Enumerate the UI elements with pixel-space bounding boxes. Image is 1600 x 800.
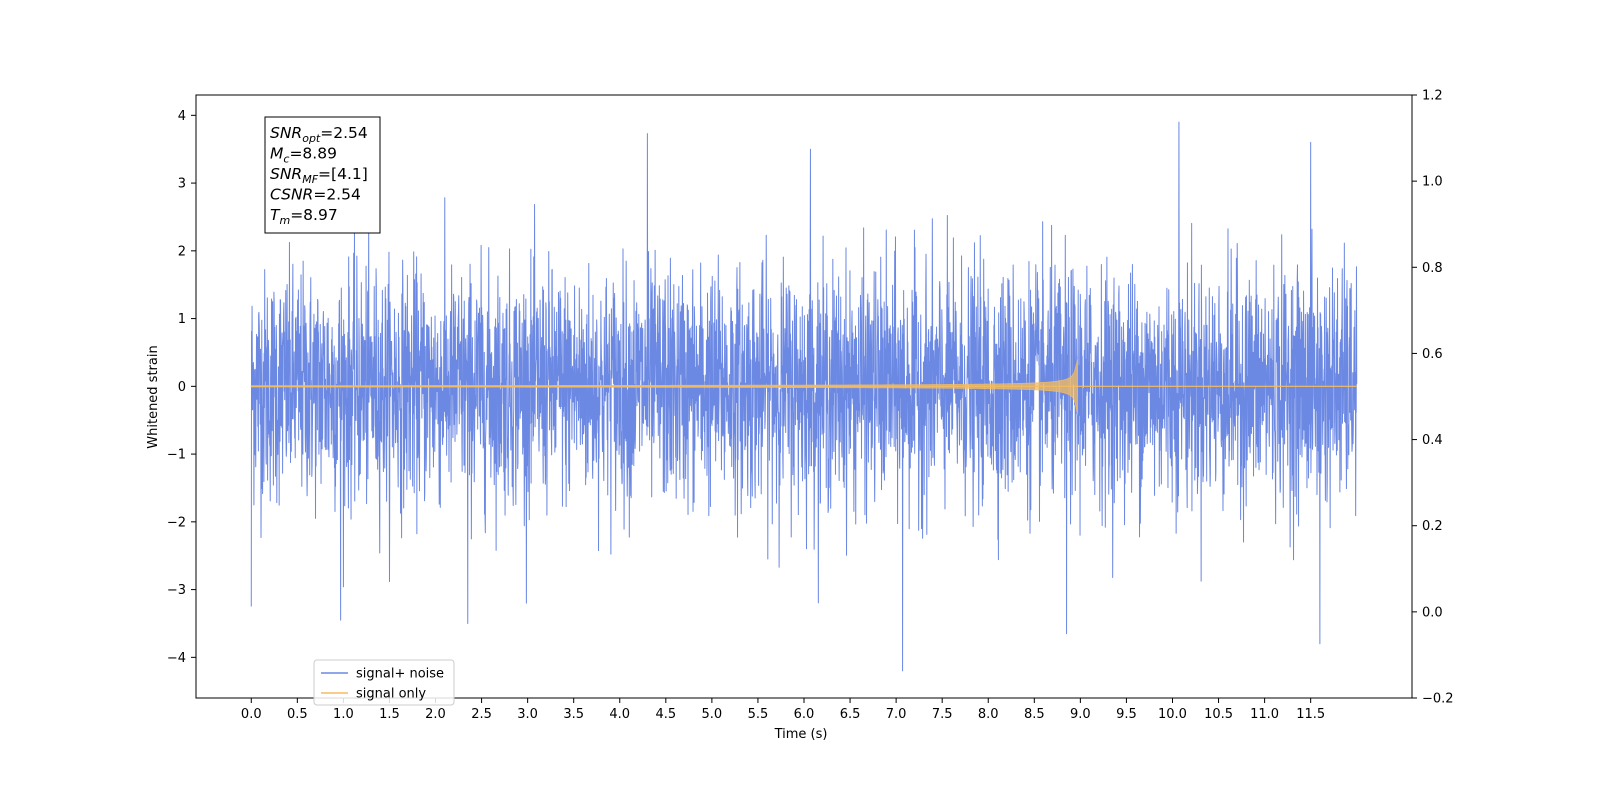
legend-entry-label: signal+ noise [356, 667, 444, 682]
x-tick-label: 0.0 [241, 707, 262, 722]
y-tick-label: 3 [178, 177, 186, 192]
y-tick-label: 4 [178, 109, 186, 124]
x-tick-label: 8.5 [1024, 707, 1045, 722]
y2-tick-label: 0.2 [1422, 519, 1443, 534]
y-tick-label: −3 [167, 583, 186, 598]
y-tick-label: −1 [167, 448, 186, 463]
x-tick-label: 3.0 [517, 707, 538, 722]
y-tick-label: 0 [178, 380, 186, 395]
legend-entry-label: signal only [356, 687, 426, 702]
x-tick-label: 6.5 [840, 707, 861, 722]
y-axis-label: Whitened strain [146, 345, 161, 448]
stats-annotation-line: SNRMF=[4.1] [270, 165, 368, 186]
y-tick-label: 1 [178, 312, 186, 327]
noise-series-line [250, 121, 1358, 672]
signal-chirp-envelope [250, 359, 1078, 415]
x-tick-label: 7.5 [932, 707, 953, 722]
x-tick-label: 6.0 [794, 707, 815, 722]
x-tick-label: 5.5 [748, 707, 769, 722]
y-axis-left: −4 −3 −2 −1 0 1 2 3 4 [167, 109, 196, 666]
x-tick-label: 1.5 [379, 707, 400, 722]
y2-tick-label: −0.2 [1422, 692, 1454, 707]
x-tick-label: 4.0 [609, 707, 630, 722]
noise-series-layer [250, 121, 1358, 672]
y2-tick-label: 0.6 [1422, 347, 1443, 362]
x-tick-label: 9.5 [1116, 707, 1137, 722]
y-tick-label: −4 [167, 651, 186, 666]
signal-series-layer [250, 359, 1357, 415]
y2-tick-label: 0.4 [1422, 433, 1443, 448]
stats-annotation-line: Mc=8.89 [270, 145, 337, 166]
y-axis-right: −0.2 0.0 0.2 0.4 0.6 0.8 1.0 1.2 [1412, 89, 1454, 707]
x-tick-label: 2.0 [425, 707, 446, 722]
y2-tick-label: 1.0 [1422, 175, 1443, 190]
x-tick-label: 0.5 [287, 707, 308, 722]
stats-annotation-line: Tm=8.97 [270, 206, 338, 227]
stats-annotation-line: SNRopt=2.54 [270, 124, 368, 145]
x-tick-label: 8.0 [978, 707, 999, 722]
legend: signal+ noise signal only [313, 659, 455, 706]
x-tick-label: 2.5 [471, 707, 492, 722]
y2-tick-label: 0.0 [1422, 605, 1443, 620]
x-tick-label: 4.5 [655, 707, 676, 722]
x-tick-label: 10.5 [1204, 707, 1233, 722]
x-tick-label: 9.0 [1070, 707, 1091, 722]
x-tick-label: 3.5 [563, 707, 584, 722]
x-tick-label: 7.0 [886, 707, 907, 722]
stats-annotation-frame [264, 116, 381, 234]
x-tick-label: 11.0 [1250, 707, 1279, 722]
x-tick-label: 5.0 [702, 707, 723, 722]
x-tick-label: 10.0 [1158, 707, 1187, 722]
x-axis: 0.0 0.5 1.0 1.5 2.0 2.5 3.0 3.5 4.0 4.5 5.0 5.5 6.0 6… [241, 698, 1325, 722]
x-axis-label: Time (s) [774, 727, 828, 742]
legend-frame [313, 659, 455, 706]
y-tick-label: 2 [178, 244, 186, 259]
y2-tick-label: 0.8 [1422, 261, 1443, 276]
y2-tick-label: 1.2 [1422, 89, 1443, 104]
stats-annotation-line: CSNR=2.54 [270, 186, 361, 204]
y-tick-label: −2 [167, 515, 186, 530]
x-tick-label: 1.0 [333, 707, 354, 722]
x-tick-label: 11.5 [1296, 707, 1325, 722]
